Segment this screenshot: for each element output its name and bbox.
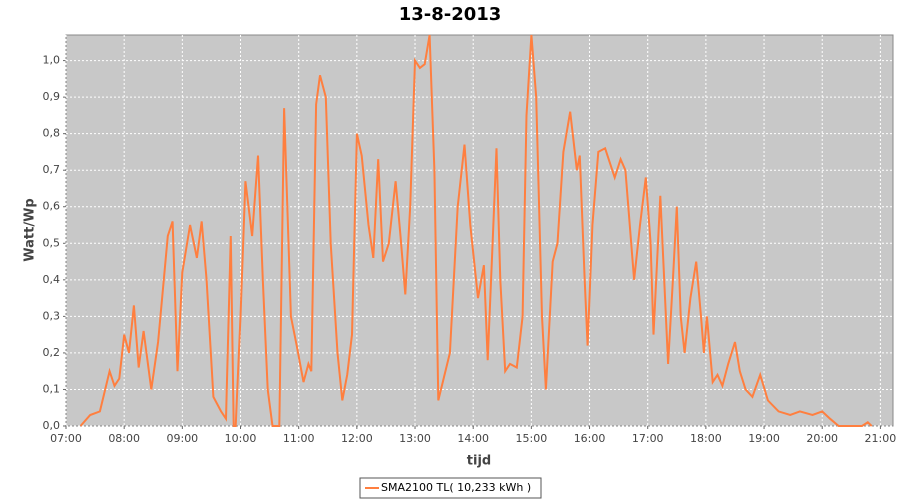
x-tick-label: 07:00	[50, 432, 82, 445]
y-tick-label: 0,5	[43, 236, 61, 249]
x-tick-label: 12:00	[341, 432, 373, 445]
y-tick-label: 0,9	[43, 90, 61, 103]
legend-box	[359, 477, 542, 499]
x-tick-label: 14:00	[457, 432, 489, 445]
x-axis-title: tijd	[467, 454, 491, 469]
x-tick-label: 20:00	[806, 432, 838, 445]
y-tick-label: 0,8	[43, 127, 61, 140]
x-tick-label: 13:00	[399, 432, 431, 445]
legend-label: SMA2100 TL( 10,233 kWh )	[381, 481, 531, 494]
x-tick-label: 08:00	[108, 432, 140, 445]
x-tick-label: 16:00	[574, 432, 606, 445]
plot-area	[65, 34, 894, 427]
y-tick-label: 0,6	[43, 200, 61, 213]
x-tick-label: 10:00	[225, 432, 257, 445]
y-tick-label: 0,0	[43, 419, 61, 432]
x-tick-label: 19:00	[748, 432, 780, 445]
y-tick-label: 0,1	[43, 382, 61, 395]
data-line	[79, 34, 873, 427]
x-tick-label: 11:00	[283, 432, 315, 445]
x-tick-label: 09:00	[166, 432, 198, 445]
x-tick-label: 18:00	[690, 432, 722, 445]
y-tick-label: 1,0	[43, 54, 61, 67]
y-tick-label: 0,4	[43, 273, 61, 286]
chart-title: 13-8-2013	[399, 4, 502, 25]
y-axis-title: Watt/Wp	[23, 198, 38, 261]
x-tick-label: 17:00	[632, 432, 664, 445]
x-tick-label: 21:00	[865, 432, 897, 445]
y-tick-label: 0,3	[43, 309, 61, 322]
y-tick-label: 0,2	[43, 346, 61, 359]
y-tick-label: 0,7	[43, 163, 61, 176]
x-tick-label: 15:00	[516, 432, 548, 445]
